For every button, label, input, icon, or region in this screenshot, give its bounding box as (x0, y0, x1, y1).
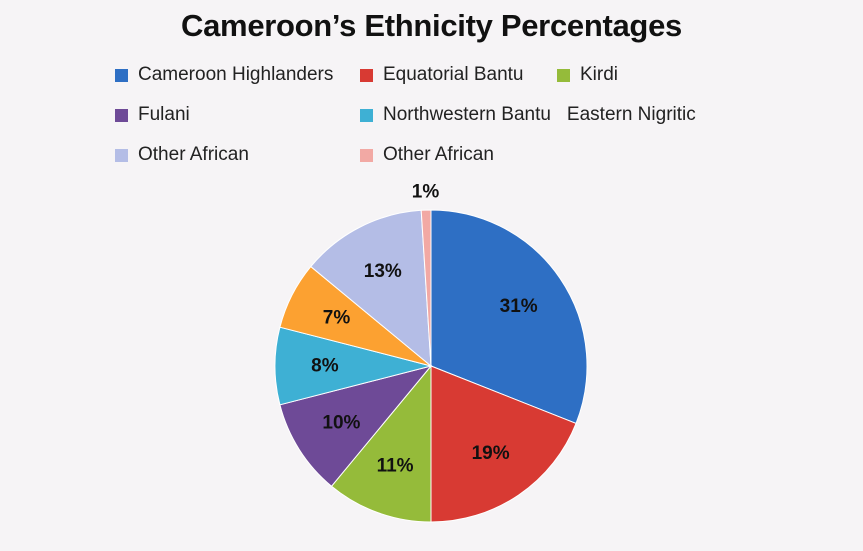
legend-item: Equatorial Bantu (360, 64, 524, 86)
legend-swatch (557, 68, 570, 82)
slice-label: 11% (377, 455, 414, 476)
pie-labels: 31% 19% 11% 10% 8% 7% 13% 1% (311, 182, 538, 477)
pie-slices (274, 209, 588, 523)
slice-label: 8% (311, 356, 339, 377)
legend-label: Kirdi (580, 64, 619, 85)
legend-swatch (360, 108, 373, 122)
legend-label: Other African (138, 144, 249, 165)
slice-label: 19% (472, 443, 510, 464)
slice-label: 7% (323, 307, 351, 328)
slice-label: 1% (412, 182, 440, 203)
legend-swatch (115, 148, 128, 162)
legend-item: Other African (360, 144, 494, 166)
pie-slice (420, 209, 432, 367)
pie-slice (279, 365, 433, 487)
legend-label-extra: Eastern Nigritic (566, 104, 696, 125)
slice-label: 10% (322, 412, 360, 433)
legend-label: Equatorial Bantu (383, 64, 524, 85)
legend-swatch (360, 148, 373, 162)
legend-label: Fulani (138, 104, 190, 125)
legend-label: Other African (383, 144, 494, 165)
legend-item: Northwestern Bantu Eastern Nigritic (360, 104, 696, 126)
legend-label: Northwestern Bantu (383, 104, 551, 125)
legend-item: Kirdi (557, 64, 618, 86)
legend-swatch (115, 108, 128, 122)
chart-title: Cameroon’s Ethnicity Percentages (181, 8, 682, 43)
legend-label: Cameroon Highlanders (138, 64, 334, 85)
legend-swatch (360, 68, 373, 82)
legend-item: Fulani (115, 104, 190, 126)
pie-slice (430, 209, 588, 425)
slice-label: 31% (500, 296, 538, 317)
pie-slice (310, 209, 432, 368)
pie-slice (330, 364, 432, 523)
legend-item: Cameroon Highlanders (115, 64, 333, 86)
legend-swatch (115, 68, 128, 82)
slice-label: 13% (364, 261, 402, 282)
legend-item: Other African (115, 144, 249, 166)
pie-slice (430, 365, 577, 523)
